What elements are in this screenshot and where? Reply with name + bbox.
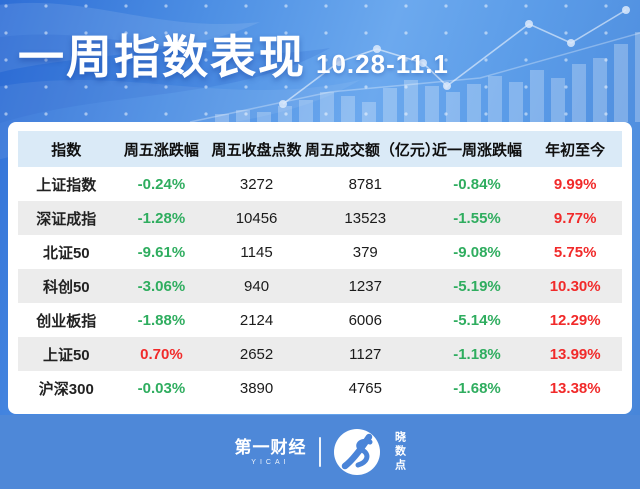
column-header-ytd: 年初至今: [528, 131, 622, 167]
cell-fri_turnover: 1127: [304, 337, 426, 371]
cell-ytd: 9.77%: [528, 201, 622, 235]
xs-logo-icon: [334, 429, 381, 475]
cell-name: 上证50: [18, 337, 115, 371]
table-row: 上证指数 -0.24% 3272 8781 -0.84% 9.99%: [18, 167, 622, 201]
table-row: 沪深300 -0.03% 3890 4765 -1.68% 13.38%: [18, 371, 622, 405]
cell-name: 深证成指: [18, 201, 115, 235]
cell-fri_chg: -1.88%: [137, 311, 186, 329]
cell-name: 沪深300: [38, 380, 94, 398]
cell-fri_close: 940: [208, 269, 305, 303]
cell-fri_turnover: 4765: [348, 379, 382, 397]
column-header-friday-change: 周五涨跌幅: [114, 131, 209, 167]
table-row: 北证50 -9.61% 1145 379 -9.08% 5.75%: [18, 235, 622, 269]
index-table-card: 指数 周五涨跌幅 周五收盘点数 周五成交额（亿元） 近一周涨跌幅 年初至今 上证…: [8, 122, 632, 414]
chart-decoration: [0, 0, 640, 160]
footer-logos: 第一财经 YICAI 晓数点: [234, 429, 406, 475]
yicai-logo-en: YICAI: [251, 458, 290, 466]
cell-fri_close: 2124: [239, 311, 274, 329]
table-row: 创业板指 -1.88% 2124 6006 -5.14% 12.29%: [18, 303, 622, 337]
cell-fri_turnover: 8781: [348, 175, 382, 193]
cell-ytd: 12.29%: [549, 311, 601, 329]
cell-name: 创业板指: [36, 312, 97, 330]
yicai-logo-cn: 第一财经: [234, 437, 307, 457]
page-title: 一周指数表现: [18, 31, 306, 83]
table-row: 上证50 0.70% 2652 1127 -1.18% 13.99%: [18, 337, 622, 371]
cell-fri_chg: -1.28%: [114, 201, 209, 235]
cell-fri_chg: -9.61%: [137, 243, 186, 261]
cell-name: 科创50: [18, 269, 115, 303]
index-table-body: 上证指数 -0.24% 3272 8781 -0.84% 9.99% 深证成指 -1.28% 1…: [18, 167, 622, 405]
cell-fri_chg: -0.24%: [137, 175, 186, 193]
cell-ytd: 13.38%: [549, 379, 601, 397]
cell-fri_turnover: 6006: [348, 311, 382, 329]
table-row: 科创50 -3.06% 940 1237 -5.19% 10.30%: [18, 269, 622, 303]
cell-fri_turnover: 1237: [304, 269, 426, 303]
cell-fri_close: 2652: [208, 337, 305, 371]
cell-fri_chg: -3.06%: [114, 269, 209, 303]
cell-week_chg: -5.19%: [425, 269, 529, 303]
table-row: 深证成指 -1.28% 10456 13523 -1.55% 9.77%: [18, 201, 622, 235]
cell-fri_close: 3890: [239, 379, 274, 397]
cell-week_chg: -1.18%: [425, 337, 529, 371]
date-range: 10.28-11.1: [316, 48, 449, 79]
cell-ytd: 9.99%: [553, 175, 597, 193]
cell-fri_chg: 0.70%: [114, 337, 209, 371]
cell-week_chg: -0.84%: [453, 175, 501, 193]
cell-fri_close: 3272: [239, 175, 274, 193]
banner-title-row: 一周指数表现 10.28-11.1: [18, 32, 449, 83]
cell-name: 上证指数: [36, 176, 97, 194]
cell-fri_turnover: 379: [352, 243, 378, 261]
cell-ytd: 10.30%: [528, 269, 622, 303]
cell-week_chg: -1.68%: [453, 379, 501, 397]
cell-week_chg: -5.14%: [453, 311, 501, 329]
cell-week_chg: -1.55%: [425, 201, 529, 235]
column-header-index: 指数: [18, 131, 115, 167]
cell-ytd: 5.75%: [553, 243, 597, 261]
yicai-logo: 第一财经 YICAI: [234, 439, 306, 466]
cell-fri_close: 10456: [208, 201, 305, 235]
index-table: 指数 周五涨跌幅 周五收盘点数 周五成交额（亿元） 近一周涨跌幅 年初至今 上证…: [18, 131, 622, 405]
table-header-row: 指数 周五涨跌幅 周五收盘点数 周五成交额（亿元） 近一周涨跌幅 年初至今: [18, 131, 622, 167]
column-header-friday-close: 周五收盘点数: [208, 131, 305, 167]
cell-name: 北证50: [42, 244, 90, 262]
sub-brand-label: 晓数点: [393, 431, 406, 473]
cell-fri_turnover: 13523: [304, 201, 426, 235]
brand-divider: [319, 437, 322, 467]
column-header-week-change: 近一周涨跌幅: [425, 131, 529, 167]
column-header-friday-turnover: 周五成交额（亿元）: [304, 131, 440, 167]
cell-fri_close: 1145: [240, 243, 273, 261]
cell-fri_chg: -0.03%: [137, 379, 186, 397]
cell-week_chg: -9.08%: [453, 243, 501, 261]
cell-ytd: 13.99%: [528, 337, 622, 371]
footer: 第一财经 YICAI 晓数点: [0, 415, 640, 489]
